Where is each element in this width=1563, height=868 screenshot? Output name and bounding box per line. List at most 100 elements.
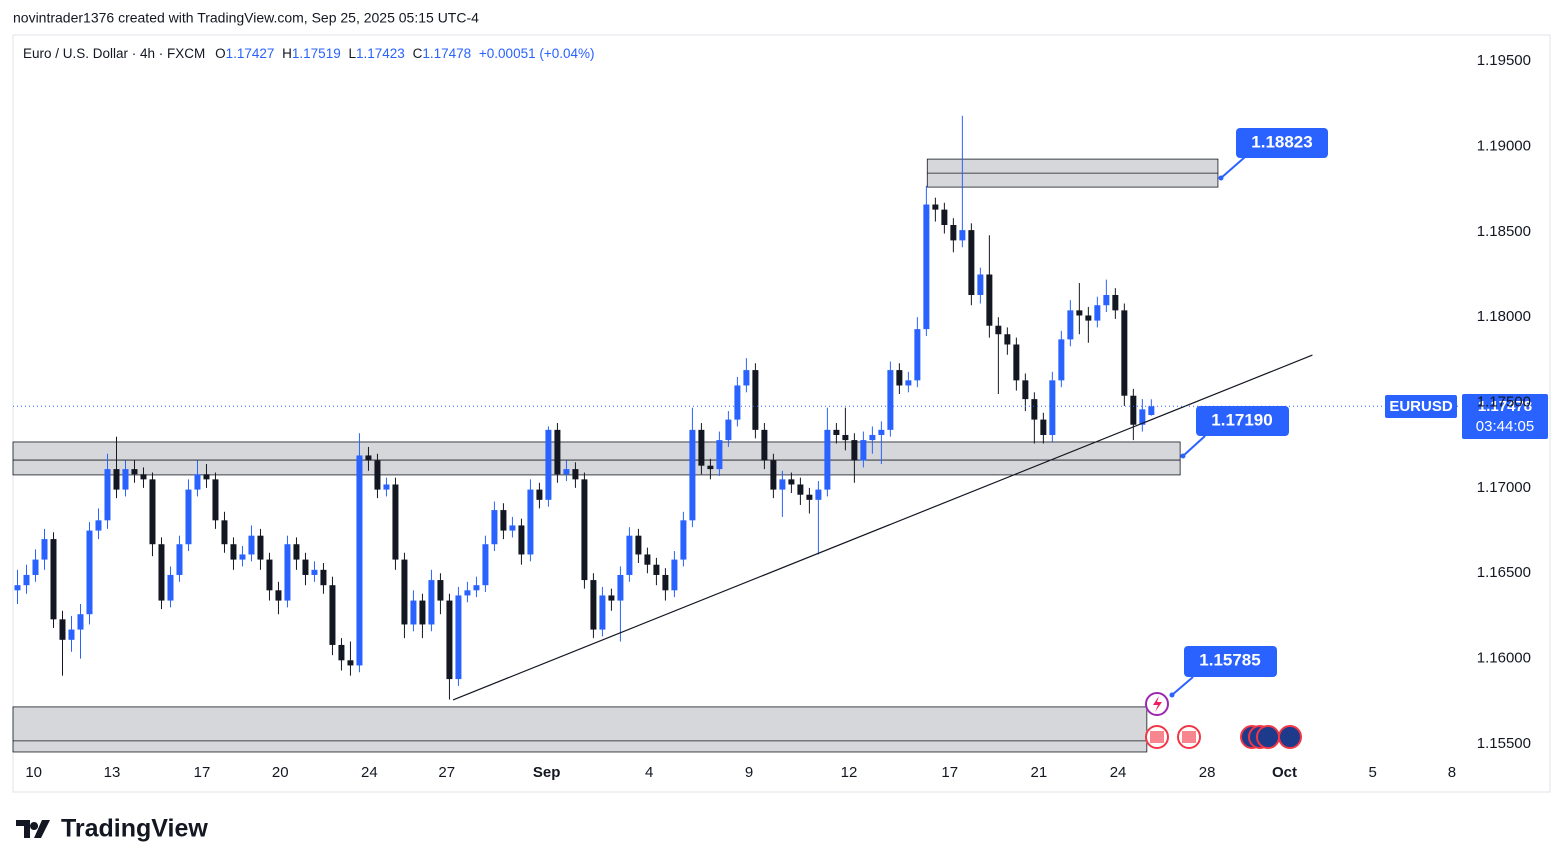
y-tick-label: 1.19500 xyxy=(1477,52,1531,69)
countdown: 03:44:05 xyxy=(1476,418,1534,435)
x-tick-label: 20 xyxy=(272,764,289,781)
y-tick-label: 1.15500 xyxy=(1477,735,1531,752)
symbol-tag-label: EURUSD xyxy=(1389,398,1453,415)
overlays xyxy=(13,354,1460,701)
candle-body xyxy=(1094,305,1101,321)
candle-body xyxy=(77,614,84,630)
candle-body xyxy=(572,469,579,480)
candle-body xyxy=(455,595,462,680)
candle-body xyxy=(374,460,381,490)
x-tick-label: 24 xyxy=(361,764,378,781)
candle-body xyxy=(608,595,615,601)
event-icon[interactable] xyxy=(1278,725,1302,749)
callout: 1.17190 xyxy=(1180,406,1289,459)
candle-body xyxy=(347,660,354,666)
candle-body xyxy=(104,469,111,521)
logo: TradingView xyxy=(16,815,208,843)
x-tick-label: 17 xyxy=(194,764,211,781)
event-icons xyxy=(1145,692,1302,749)
candle-body xyxy=(275,590,282,601)
candle-body xyxy=(743,370,750,386)
candle-body xyxy=(941,209,948,225)
candle-body xyxy=(545,429,552,500)
zone xyxy=(12,441,1181,476)
candle-body xyxy=(1148,406,1155,415)
callout-box xyxy=(1196,406,1289,436)
candle-body xyxy=(860,440,867,461)
candle-body xyxy=(950,224,957,241)
logo-mark xyxy=(16,820,50,838)
candle-body xyxy=(770,460,777,490)
open-value: 1.17427 xyxy=(226,46,275,61)
close-label: C xyxy=(413,46,423,61)
candle-body xyxy=(1103,294,1110,306)
candle-body xyxy=(1022,380,1029,400)
x-tick-label: Sep xyxy=(533,764,561,781)
candle-body xyxy=(563,469,570,475)
candle-body xyxy=(1139,409,1146,425)
candle-body xyxy=(464,590,471,596)
candle-body xyxy=(1121,310,1128,396)
y-tick-label: 1.16000 xyxy=(1477,650,1531,667)
candle-body xyxy=(203,474,210,480)
candle-body xyxy=(149,479,156,545)
candle-body xyxy=(131,469,138,475)
x-tick-label: 28 xyxy=(1199,764,1216,781)
candle-body xyxy=(122,469,129,490)
logo-text: TradingView xyxy=(61,815,208,843)
callout-dot xyxy=(1218,175,1224,181)
candle-body xyxy=(662,574,669,591)
candle-body xyxy=(68,629,75,640)
high-value: 1.17519 xyxy=(292,46,341,61)
candle-body xyxy=(356,455,363,666)
candle-body xyxy=(851,440,858,461)
event-icon[interactable] xyxy=(1256,725,1280,749)
event-icon-bolt xyxy=(1153,696,1162,712)
trendline xyxy=(452,354,1313,701)
candles xyxy=(14,115,1155,700)
candle-body xyxy=(680,520,687,560)
y-tick-label: 1.19000 xyxy=(1477,137,1531,154)
y-tick-label: 1.18500 xyxy=(1477,223,1531,240)
callout: 1.15785 xyxy=(1169,646,1277,698)
zone xyxy=(12,706,1148,753)
high-label: H xyxy=(282,46,292,61)
candle-body xyxy=(1076,310,1083,316)
candle-body xyxy=(968,230,975,295)
price-tag-label: 1.17478 xyxy=(1478,398,1532,415)
x-tick-label: 21 xyxy=(1031,764,1048,781)
candle-body xyxy=(590,580,597,630)
callout: 1.18823 xyxy=(1218,128,1328,181)
callout-label: 1.18823 xyxy=(1251,132,1312,151)
x-tick-label: 17 xyxy=(941,764,958,781)
candle-body xyxy=(518,525,525,555)
x-tick-label: Oct xyxy=(1272,764,1297,781)
candle-body xyxy=(302,559,309,575)
x-tick-label: 5 xyxy=(1369,764,1377,781)
callout-dot xyxy=(1169,692,1175,698)
candle-body xyxy=(689,429,696,521)
candle-body xyxy=(698,429,705,466)
x-tick-label: 8 xyxy=(1448,764,1456,781)
candle-body xyxy=(338,644,345,661)
x-tick-label: 10 xyxy=(25,764,42,781)
candle-body xyxy=(1058,339,1065,381)
candle-body xyxy=(707,465,714,470)
candle-body xyxy=(428,580,435,625)
symbol: Euro / U.S. Dollar · 4h · FXCM xyxy=(23,46,205,61)
candle-body xyxy=(833,429,840,435)
candle-body xyxy=(527,489,534,555)
candle-body xyxy=(482,544,489,586)
candle-body xyxy=(824,429,831,490)
callout-box xyxy=(1236,128,1328,158)
candle-body xyxy=(401,559,408,625)
candle-body xyxy=(779,479,786,490)
callout-pointer xyxy=(1220,156,1246,179)
candle-body xyxy=(626,535,633,575)
low-label: L xyxy=(348,46,356,61)
candle-body xyxy=(176,544,183,575)
candle-body xyxy=(959,230,966,241)
open-label: O xyxy=(215,46,226,61)
candle-body xyxy=(509,525,516,531)
callout-label: 1.15785 xyxy=(1199,650,1260,669)
